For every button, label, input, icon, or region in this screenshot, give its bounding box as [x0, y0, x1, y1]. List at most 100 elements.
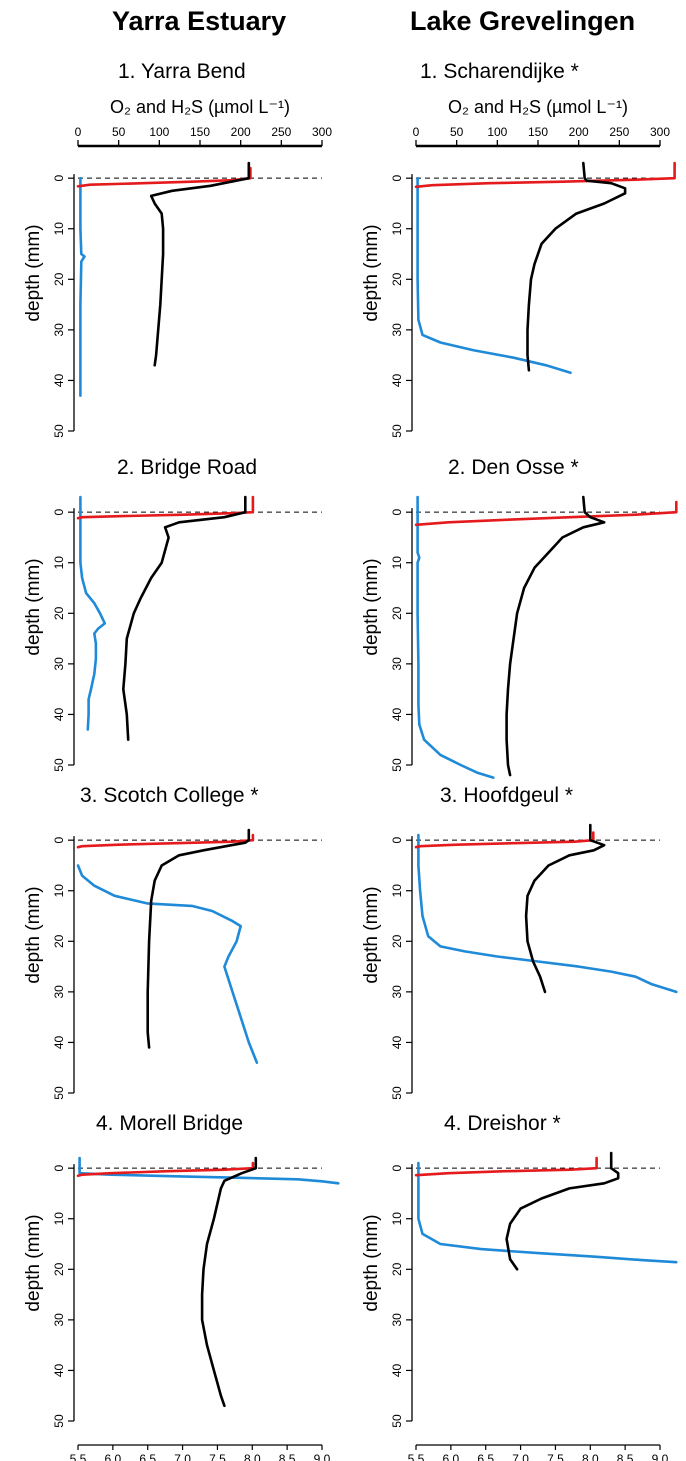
- panel-4: 0 10 20 30 40 50 depth (mm): [361, 495, 678, 779]
- depth-tick-label: 10: [390, 1212, 404, 1226]
- ph-tick-label: 5.5: [408, 1452, 425, 1461]
- depth-tick-label: 20: [390, 606, 404, 620]
- depth-tick-label: 0: [52, 175, 66, 182]
- depth-tick-label: 0: [390, 1165, 404, 1172]
- depth-tick-label: 0: [52, 837, 66, 844]
- concentration-tick-label: 250: [271, 125, 291, 139]
- depth-axis-title: depth (mm): [23, 1214, 44, 1311]
- depth-axis-title: depth (mm): [361, 224, 382, 321]
- depth-tick-label: 50: [52, 758, 66, 772]
- ph-tick-label: 7.5: [209, 1452, 226, 1461]
- depth-tick-label: 30: [52, 1313, 66, 1327]
- o2-profile-line: [414, 500, 678, 527]
- depth-tick-label: 50: [52, 1086, 66, 1100]
- concentration-axis-title: O₂ and H₂S (µmol L⁻¹): [448, 97, 628, 117]
- panel-title: 3. Hoofdgeul *: [440, 784, 574, 807]
- depth-tick-label: 50: [390, 1414, 404, 1428]
- panel-7: 0 10 20 30 40 50 depth (mm) 5.5 6.0 6.5 7.0 7.5 8.0 8…: [23, 1156, 340, 1461]
- h2s-profile-line: [78, 1156, 340, 1185]
- ph-tick-label: 6.0: [443, 1452, 460, 1461]
- panel-title: 1. Scharendijke *: [420, 60, 579, 83]
- panel-8: 0 10 20 30 40 50 depth (mm) 5.5 6.0 6.5 7.0 7.5 8.0 8…: [361, 1151, 678, 1461]
- depth-tick-label: 50: [52, 1414, 66, 1428]
- depth-tick-label: 30: [390, 657, 404, 671]
- ph-tick-label: 7.0: [174, 1452, 191, 1461]
- h2s-profile-line: [416, 176, 572, 375]
- ph-tick-label: 7.5: [547, 1452, 564, 1461]
- depth-tick-label: 30: [390, 985, 404, 999]
- concentration-tick-label: 250: [609, 125, 629, 139]
- depth-axis-title: depth (mm): [23, 224, 44, 321]
- depth-tick-label: 20: [52, 934, 66, 948]
- panel-title: 2. Den Osse *: [448, 456, 579, 479]
- depth-axis-title: depth (mm): [361, 558, 382, 655]
- ph-profile-line: [149, 161, 251, 367]
- ph-tick-label: 8.0: [244, 1452, 261, 1461]
- ph-profile-line: [200, 1156, 258, 1408]
- depth-tick-label: 20: [52, 272, 66, 286]
- panel-1: 0 10 20 30 40 50 depth (mm) 0 50 100 150 200 250 300 O…: [23, 97, 332, 438]
- ph-tick-label: 9.0: [652, 1452, 669, 1461]
- concentration-tick-label: 200: [231, 125, 251, 139]
- depth-tick-label: 30: [52, 657, 66, 671]
- ph-profile-line: [526, 161, 627, 372]
- ph-tick-label: 9.0: [314, 1452, 331, 1461]
- depth-tick-label: 50: [390, 758, 404, 772]
- depth-tick-label: 30: [390, 323, 404, 337]
- depth-tick-label: 50: [390, 424, 404, 438]
- panel-title: 4. Morell Bridge: [96, 1112, 244, 1135]
- h2s-profile-line: [417, 1161, 678, 1264]
- depth-tick-label: 10: [52, 556, 66, 570]
- concentration-tick-label: 50: [450, 125, 464, 139]
- concentration-tick-label: 50: [112, 125, 126, 139]
- concentration-tick-label: 200: [569, 125, 589, 139]
- o2-profile-line: [76, 166, 252, 188]
- panel-2: 0 10 20 30 40 50 depth (mm) 0 50 100 150 200 250 300 O…: [361, 97, 676, 438]
- depth-tick-label: 20: [390, 272, 404, 286]
- depth-tick-label: 10: [390, 222, 404, 236]
- panel-title: 2. Bridge Road: [117, 456, 258, 479]
- depth-tick-label: 20: [390, 934, 404, 948]
- ph-tick-label: 8.0: [582, 1452, 599, 1461]
- depth-tick-label: 0: [390, 837, 404, 844]
- concentration-tick-label: 100: [149, 125, 169, 139]
- column-title-yarra: Yarra Estuary: [112, 6, 287, 36]
- concentration-tick-label: 0: [75, 125, 82, 139]
- concentration-tick-label: 150: [190, 125, 210, 139]
- depth-tick-label: 40: [390, 373, 404, 387]
- h2s-profile-line: [79, 495, 107, 731]
- depth-tick-label: 10: [390, 884, 404, 898]
- o2-profile-line: [76, 495, 255, 520]
- depth-axis-title: depth (mm): [23, 886, 44, 983]
- concentration-tick-label: 0: [413, 125, 420, 139]
- depth-tick-label: 40: [52, 707, 66, 721]
- o2-profile-line: [414, 161, 676, 189]
- ph-profile-line: [122, 495, 247, 742]
- o2-profile-line: [414, 831, 595, 849]
- panel-title: 4. Dreishor *: [444, 1112, 561, 1135]
- depth-tick-label: 0: [390, 509, 404, 516]
- o2-profile-line: [414, 1156, 598, 1177]
- depth-tick-label: 50: [390, 1086, 404, 1100]
- depth-tick-label: 10: [52, 884, 66, 898]
- depth-tick-label: 40: [52, 1035, 66, 1049]
- depth-tick-label: 10: [52, 1212, 66, 1226]
- depth-tick-label: 30: [390, 1313, 404, 1327]
- depth-axis-title: depth (mm): [361, 1214, 382, 1311]
- ph-profile-line: [524, 823, 606, 994]
- depth-tick-label: 40: [390, 1035, 404, 1049]
- column-title-grevelingen: Lake Grevelingen: [410, 6, 636, 36]
- h2s-profile-line: [416, 495, 495, 779]
- depth-tick-label: 30: [52, 323, 66, 337]
- depth-tick-label: 20: [52, 606, 66, 620]
- h2s-profile-line: [79, 176, 86, 397]
- depth-tick-label: 20: [390, 1262, 404, 1276]
- ph-profile-line: [505, 495, 606, 777]
- depth-axis-title: depth (mm): [23, 558, 44, 655]
- depth-tick-label: 40: [390, 707, 404, 721]
- depth-tick-label: 0: [52, 1165, 66, 1172]
- o2-profile-line: [76, 833, 255, 849]
- o2-profile-line: [76, 1161, 255, 1178]
- panel-6: 0 10 20 30 40 50 depth (mm): [361, 823, 678, 1100]
